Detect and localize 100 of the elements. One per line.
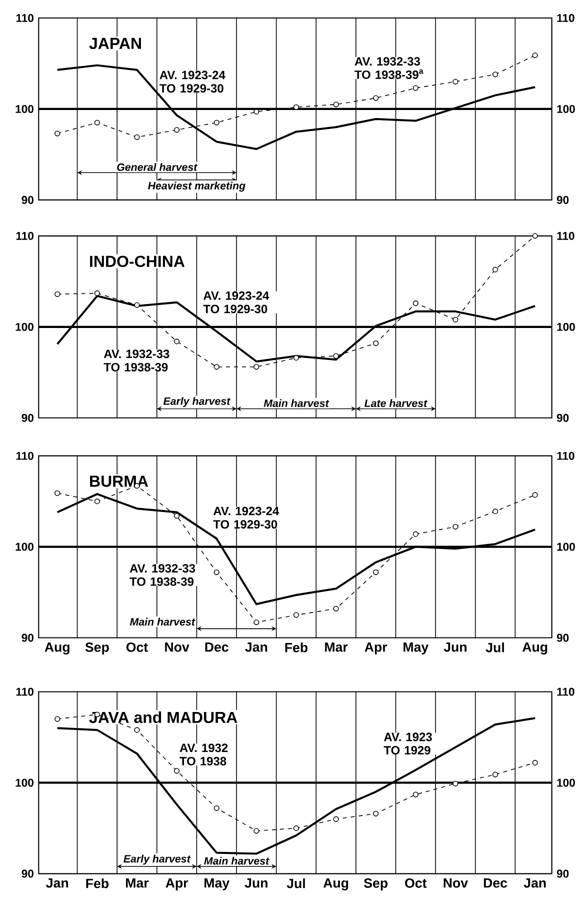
x-tick-label: Apr — [364, 642, 388, 654]
point — [174, 768, 180, 774]
point — [214, 569, 220, 576]
point — [452, 524, 458, 530]
x-tick-label: Nov — [165, 642, 190, 652]
point — [532, 233, 538, 239]
point — [452, 780, 458, 786]
x-tick-label: Jan — [245, 642, 268, 652]
series-label: AV. 1932-33 TO 1938-39$^{a}$ — [354, 57, 424, 79]
text: BURMA — [90, 476, 148, 487]
x-tick-label: Aug — [522, 642, 548, 654]
x-tick-label: Sep — [85, 642, 109, 655]
y2-tick-label: 110 — [557, 14, 574, 22]
point — [333, 353, 339, 359]
y-tick-label: 110 — [16, 688, 34, 696]
point — [333, 102, 339, 108]
series-label: AV. 1923 TO 1929 — [384, 732, 432, 755]
y-tick-label: 100 — [16, 778, 34, 787]
x-tick-label: Jul — [286, 878, 305, 888]
x-tick-label: Jan — [524, 878, 546, 888]
point — [94, 120, 100, 126]
point — [492, 772, 498, 778]
x-tick-label: May — [404, 642, 429, 654]
y2-tick-label: 100 — [557, 542, 576, 551]
series-label: AV. 1932-33 TO 1938-39 — [130, 564, 196, 586]
annotation: General harvest — [117, 163, 198, 171]
x-tick-label: Dec — [205, 642, 229, 652]
x-tick-label: Oct — [126, 642, 148, 652]
point — [373, 95, 379, 101]
point — [214, 120, 220, 126]
point — [532, 492, 538, 498]
series-label: AV. 1932-33 TO 1938-39 — [104, 350, 170, 372]
point — [94, 498, 100, 504]
point — [492, 266, 498, 272]
point — [214, 364, 220, 370]
y-tick-label: 100 — [16, 104, 34, 113]
point — [134, 302, 140, 308]
y-tick-label: 90 — [22, 634, 34, 642]
point — [452, 78, 458, 84]
point — [293, 355, 300, 361]
series-label: AV. 1923-24 TO 1929-30 — [213, 506, 280, 529]
point — [373, 569, 379, 576]
point — [492, 508, 498, 514]
x-tick-label: Dec — [484, 878, 508, 888]
point — [174, 513, 180, 519]
annotation: Main harvest — [264, 399, 330, 408]
x-tick-label: Apr — [166, 878, 188, 890]
y-tick-label: 110 — [16, 232, 34, 240]
point — [134, 727, 140, 733]
x-tick-label: Nov — [444, 878, 468, 888]
series-label: AV. 1923-24 TO 1929-30 — [203, 291, 270, 314]
y-tick-label: 100 — [16, 542, 34, 551]
annotation: Heaviest marketing — [148, 182, 246, 192]
y-tick-label: 90 — [22, 414, 34, 422]
point — [254, 828, 260, 834]
point — [412, 531, 419, 537]
point — [54, 130, 60, 136]
point — [373, 810, 379, 816]
point — [134, 134, 140, 140]
annotation: Early harvest — [163, 397, 231, 408]
y2-tick-label: 90 — [556, 870, 569, 878]
annotation: Late harvest — [364, 399, 428, 408]
y2-tick-label: 110 — [557, 232, 574, 240]
point — [54, 291, 60, 297]
annotation: Main harvest — [204, 856, 270, 865]
y2-tick-label: 100 — [557, 322, 576, 331]
x-tick-label: Feb — [86, 878, 109, 888]
x-tick-label: Feb — [285, 642, 308, 652]
text: JAPAN — [89, 38, 142, 50]
y-tick-label: 100 — [16, 322, 34, 331]
y2-tick-label: 90 — [556, 414, 569, 422]
y2-tick-label: 110 — [557, 452, 574, 460]
point — [254, 620, 260, 626]
point — [54, 716, 60, 722]
point — [254, 364, 260, 370]
y-tick-label: 110 — [16, 452, 34, 460]
text: INDO-CHINA — [90, 256, 185, 268]
x-tick-label: Aug — [44, 642, 70, 654]
point — [492, 72, 498, 78]
y-tick-label: 110 — [16, 14, 34, 22]
point — [174, 338, 180, 344]
x-tick-label: Jun — [244, 878, 268, 888]
x-tick-label: Aug — [323, 878, 348, 890]
y2-tick-label: 100 — [557, 104, 576, 113]
point — [94, 290, 100, 296]
x-tick-label: Jul — [486, 642, 504, 652]
point — [54, 490, 60, 496]
point — [333, 606, 339, 612]
y2-tick-label: 110 — [557, 688, 574, 696]
point — [412, 300, 419, 306]
x-tick-label: May — [204, 878, 230, 890]
series-label: AV. 1932 TO 1938 — [180, 744, 228, 766]
point — [293, 104, 300, 110]
point — [412, 85, 419, 91]
point — [174, 127, 180, 133]
point — [214, 805, 220, 811]
point — [293, 612, 300, 618]
x-tick-label: Oct — [405, 878, 427, 888]
y2-tick-label: 90 — [556, 634, 569, 642]
y2-tick-label: 100 — [557, 778, 576, 787]
